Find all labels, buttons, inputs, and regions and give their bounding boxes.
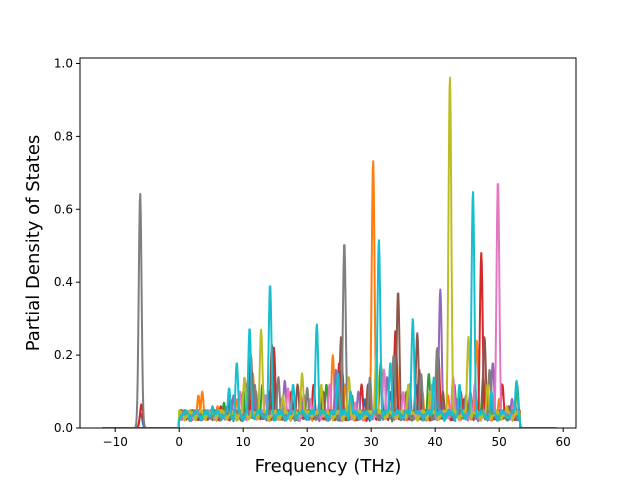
x-tick-label: −10 <box>103 435 128 449</box>
x-tick-label: 30 <box>364 435 379 449</box>
x-tick-label: 10 <box>236 435 251 449</box>
y-tick-label: 0.4 <box>54 275 73 289</box>
x-tick-label: 0 <box>175 435 183 449</box>
y-tick-label: 0.2 <box>54 348 73 362</box>
y-axis-ticks: 0.0 0.2 0.4 0.6 0.8 1.0 <box>54 56 80 435</box>
x-tick-label: 20 <box>300 435 315 449</box>
x-axis-label: Frequency (THz) <box>255 456 402 477</box>
y-tick-label: 0.8 <box>54 129 73 143</box>
x-axis-ticks: −10 0 10 20 30 40 50 60 <box>103 428 571 449</box>
x-tick-label: 40 <box>428 435 443 449</box>
y-tick-label: 0.6 <box>54 202 73 216</box>
x-tick-label: 60 <box>556 435 571 449</box>
series-layer <box>101 76 558 428</box>
series-line-10 <box>101 191 558 428</box>
x-tick-label: 50 <box>492 435 507 449</box>
y-tick-label: 1.0 <box>54 56 73 70</box>
plot-frame <box>79 57 577 429</box>
y-axis-label: Partial Density of States <box>23 135 44 352</box>
y-tick-label: 0.0 <box>54 421 73 435</box>
